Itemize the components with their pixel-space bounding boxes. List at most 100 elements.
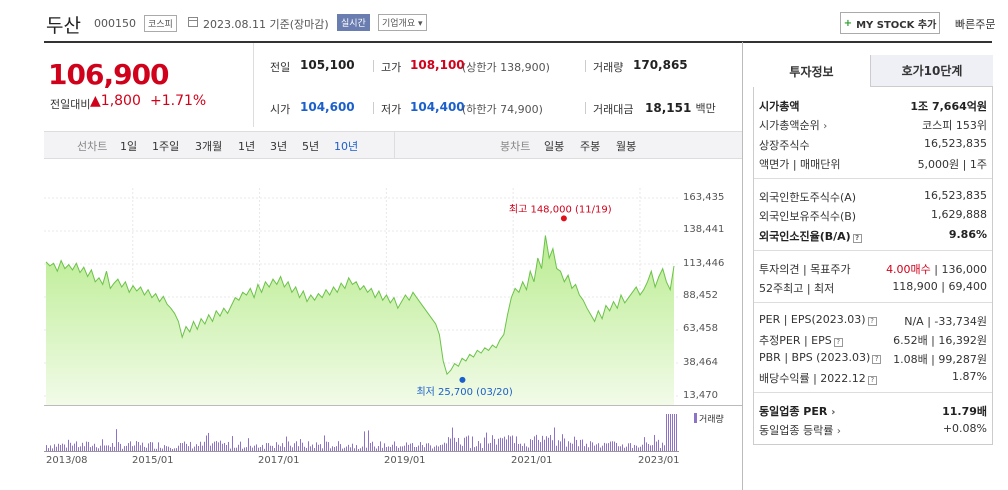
volume-bar	[220, 440, 221, 452]
volume-bar	[502, 438, 503, 452]
volume-bar	[262, 444, 263, 452]
volume-bar	[384, 443, 385, 452]
volume-bar	[606, 443, 607, 452]
volume-bar	[522, 445, 523, 452]
tab-5y[interactable]: 5년	[302, 140, 320, 153]
volume-bar	[246, 447, 247, 452]
stock-name: 두산	[46, 15, 81, 37]
info-icon: ?	[872, 355, 882, 364]
volume-bar	[192, 448, 193, 452]
volume-bar	[396, 446, 397, 452]
volume-bar	[226, 444, 227, 452]
volume-bar	[640, 446, 641, 452]
company-info-dropdown[interactable]: 기업개요 ▾	[378, 14, 427, 31]
volume-bar	[138, 442, 139, 452]
volume-bar	[436, 445, 437, 452]
volume-bar	[292, 447, 293, 452]
tab-weekly[interactable]: 주봉	[580, 140, 601, 153]
volume-bar	[152, 442, 153, 452]
volume-bar	[496, 444, 497, 452]
volume-bar	[434, 446, 435, 452]
volume-bar	[130, 441, 131, 452]
volume-bar	[182, 443, 183, 452]
volume-bar	[198, 445, 199, 452]
tab-1y[interactable]: 1년	[238, 140, 256, 153]
tab-invest-info[interactable]: 투자정보	[753, 55, 871, 87]
volume-bar	[84, 446, 85, 452]
low-label: 최저 25,700 (03/20)	[416, 386, 512, 398]
volume-bar	[194, 446, 195, 452]
volume-bar	[146, 447, 147, 452]
volume-bar	[526, 446, 527, 452]
tab-daily[interactable]: 일봉	[544, 140, 565, 153]
current-price: 106,900	[48, 58, 170, 91]
volume-bar	[480, 443, 481, 452]
quick-order-link[interactable]: 빠른주문	[955, 18, 996, 31]
volume-bar	[442, 444, 443, 452]
volume-bar	[284, 447, 285, 452]
volume-bar	[112, 443, 113, 452]
tab-monthly[interactable]: 월봉	[616, 140, 637, 153]
info-icon: ?	[867, 376, 877, 385]
volume-bar	[546, 436, 547, 452]
volume-bar	[234, 447, 235, 452]
tab-3y[interactable]: 3년	[270, 140, 288, 153]
volume-bar	[106, 445, 107, 452]
volume-bar	[498, 438, 499, 452]
volume-bar	[364, 431, 365, 452]
add-mystock-button[interactable]: + MY STOCK 추가	[840, 12, 940, 34]
volume-bar	[166, 446, 167, 452]
prev-close-label: 전일	[270, 61, 291, 74]
volume-bar	[612, 441, 613, 452]
volume-bar	[554, 427, 555, 452]
volume-bar	[472, 436, 473, 452]
volume-bar	[672, 414, 673, 452]
market-badge: 코스피	[144, 15, 177, 32]
volume-bar	[156, 448, 157, 452]
tab-1w[interactable]: 1주일	[152, 140, 180, 153]
volume-bar	[572, 443, 573, 452]
volume-bar	[674, 414, 675, 452]
volume-bar	[230, 448, 231, 452]
divider	[373, 60, 374, 72]
volume-bar	[400, 446, 401, 452]
volume-bar	[548, 437, 549, 452]
volume-bar	[642, 444, 643, 452]
volume-bar	[200, 441, 201, 452]
tab-3m[interactable]: 3개월	[195, 140, 223, 153]
volume-bar	[390, 446, 391, 452]
volume-bar	[504, 436, 505, 452]
volume-bar	[78, 447, 79, 452]
volume-bar	[172, 448, 173, 452]
volume-bar	[408, 444, 409, 452]
volume-bar	[516, 436, 517, 452]
volume-bar	[426, 443, 427, 452]
volume-bar	[286, 436, 287, 452]
volume-bar	[666, 414, 667, 452]
calendar-icon	[188, 17, 198, 27]
volume-bar	[388, 446, 389, 452]
shares-row: 상장주식수 16,523,835	[759, 137, 987, 152]
volume-bar	[124, 446, 125, 452]
tab-1d[interactable]: 1일	[120, 140, 138, 153]
volume-bar	[670, 414, 671, 452]
volume-bar	[454, 437, 455, 452]
stock-code: 000150	[94, 17, 136, 30]
volume-bar	[336, 446, 337, 452]
tab-orderbook[interactable]: 호가10단계	[871, 55, 993, 87]
tab-10y[interactable]: 10년	[334, 140, 359, 153]
volume-bar	[624, 447, 625, 452]
line-chart-label: 선차트	[77, 140, 108, 153]
volume-bar	[50, 445, 51, 452]
volume-bar	[208, 432, 209, 452]
price-area-chart: 최고 148,000 (11/19) 최저 25,700 (03/20)	[44, 188, 678, 406]
price-line	[45, 235, 675, 376]
volume-bar	[118, 442, 119, 452]
volume-bar	[88, 441, 89, 452]
volume-bar	[404, 445, 405, 452]
volume-bar	[540, 442, 541, 452]
realtime-button[interactable]: 실시간	[337, 14, 370, 31]
volume-bar	[438, 446, 439, 452]
volume-bar	[324, 435, 325, 452]
volume-bar	[618, 446, 619, 452]
